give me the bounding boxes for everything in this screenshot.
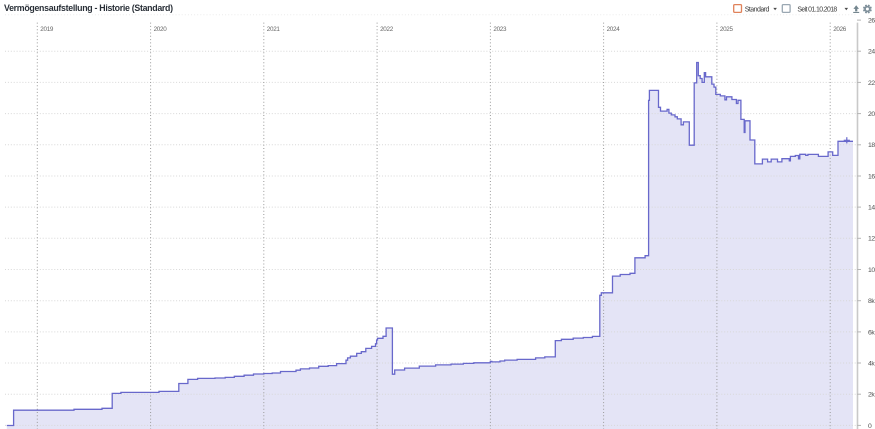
- svg-text:22k: 22k: [868, 80, 875, 87]
- svg-text:Seit 01.10.2018: Seit 01.10.2018: [797, 6, 837, 13]
- svg-text:14k: 14k: [868, 205, 875, 212]
- svg-text:2023: 2023: [493, 26, 507, 33]
- svg-text:16k: 16k: [868, 173, 875, 180]
- svg-text:10k: 10k: [868, 267, 875, 274]
- svg-text:2025: 2025: [720, 26, 734, 33]
- svg-text:2020: 2020: [154, 26, 168, 33]
- svg-text:2021: 2021: [267, 26, 281, 33]
- svg-text:24k: 24k: [868, 49, 875, 56]
- svg-text:18k: 18k: [868, 142, 875, 149]
- svg-text:6k: 6k: [868, 329, 875, 336]
- svg-text:2019: 2019: [40, 26, 54, 33]
- svg-text:26k: 26k: [868, 18, 875, 25]
- svg-text:12k: 12k: [868, 236, 875, 243]
- svg-text:2k: 2k: [868, 392, 875, 399]
- svg-text:8k: 8k: [868, 298, 875, 305]
- svg-text:Standard: Standard: [745, 6, 770, 13]
- svg-text:0: 0: [868, 423, 872, 429]
- svg-text:20k: 20k: [868, 111, 875, 118]
- svg-text:4k: 4k: [868, 360, 875, 367]
- svg-text:2022: 2022: [380, 26, 394, 33]
- svg-text:2024: 2024: [607, 26, 621, 33]
- svg-text:2026: 2026: [833, 26, 847, 33]
